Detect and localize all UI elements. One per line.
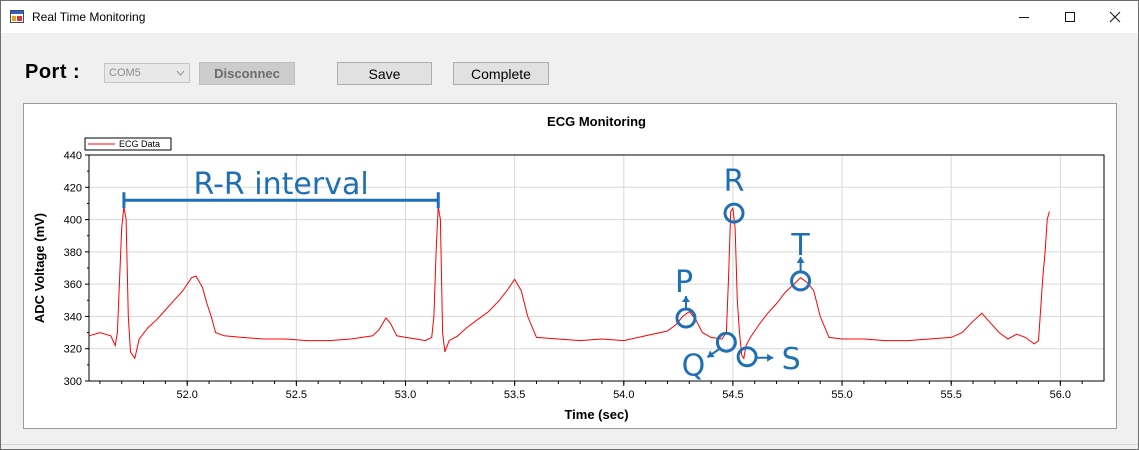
chart-title: ECG Monitoring xyxy=(547,114,646,129)
x-tick-label: 56.0 xyxy=(1050,389,1071,401)
app-icon xyxy=(10,10,24,23)
annotation-s-arrowhead xyxy=(767,353,774,362)
y-axis-label: ADC Voltage (mV) xyxy=(32,213,47,323)
maximize-button[interactable] xyxy=(1047,1,1093,33)
window-title: Real Time Monitoring xyxy=(32,10,146,24)
x-axis-label: Time (sec) xyxy=(564,407,628,422)
title-bar: Real Time Monitoring xyxy=(1,1,1138,33)
save-button[interactable]: Save xyxy=(337,62,432,85)
annotation-r-circle xyxy=(723,202,745,224)
status-divider xyxy=(1,444,1138,445)
close-icon xyxy=(1109,11,1121,23)
x-tick-label: 53.0 xyxy=(395,389,416,401)
y-tick-label: 300 xyxy=(64,376,82,388)
annotation-q-circle xyxy=(715,331,737,353)
annotation-q-label: Q xyxy=(682,348,706,383)
minimize-button[interactable] xyxy=(1001,1,1047,33)
annotation-t-arrowhead xyxy=(796,256,805,263)
y-tick-label: 340 xyxy=(64,311,82,323)
x-tick-label: 52.0 xyxy=(177,389,198,401)
ecg-chart-panel: 300 320 340 360 380 400 420 440 52.0 52.5 53.0 53.5… xyxy=(23,103,1117,429)
annotation-t-label: T xyxy=(790,228,810,263)
ecg-chart: 300 320 340 360 380 400 420 440 52.0 52.5 53.0 53.5… xyxy=(32,114,1105,422)
maximize-icon xyxy=(1064,11,1076,23)
legend-label: ECG Data xyxy=(119,139,160,149)
port-label: Port : xyxy=(25,61,81,83)
x-tick-label: 54.5 xyxy=(722,389,743,401)
complete-button[interactable]: Complete xyxy=(453,62,549,85)
annotation-p-arrowhead xyxy=(681,296,690,303)
chevron-down-icon xyxy=(176,66,185,83)
chart-legend: ECG Data xyxy=(84,137,172,151)
y-tick-label: 380 xyxy=(64,247,82,259)
ecg-data-line xyxy=(88,206,1050,360)
y-tick-label: 400 xyxy=(64,215,82,227)
annotation-t-circle xyxy=(790,270,812,292)
x-tick-label: 53.5 xyxy=(504,389,525,401)
port-select-value: COM5 xyxy=(109,67,141,79)
annotation-s-label: S xyxy=(782,342,801,377)
annotation-s-circle xyxy=(736,346,758,368)
x-tick-label: 54.0 xyxy=(613,389,634,401)
close-button[interactable] xyxy=(1092,1,1138,33)
y-tick-label: 320 xyxy=(64,344,82,356)
annotation-r-label: R xyxy=(724,164,745,199)
port-select[interactable]: COM5 xyxy=(104,63,190,83)
disconnect-button[interactable]: Disconnec xyxy=(199,62,295,85)
rr-interval-label: R-R interval xyxy=(193,167,368,202)
y-tick-label: 360 xyxy=(64,279,82,291)
annotation-p-circle xyxy=(675,307,697,329)
x-tick-label: 55.5 xyxy=(940,389,961,401)
y-tick-label: 440 xyxy=(64,150,82,162)
x-tick-label: 52.5 xyxy=(286,389,307,401)
x-tick-label: 55.0 xyxy=(831,389,852,401)
minimize-icon xyxy=(1018,11,1030,23)
annotation-q-arrowhead xyxy=(707,350,715,358)
annotation-p-label: P xyxy=(675,265,693,300)
y-tick-label: 420 xyxy=(64,182,82,194)
